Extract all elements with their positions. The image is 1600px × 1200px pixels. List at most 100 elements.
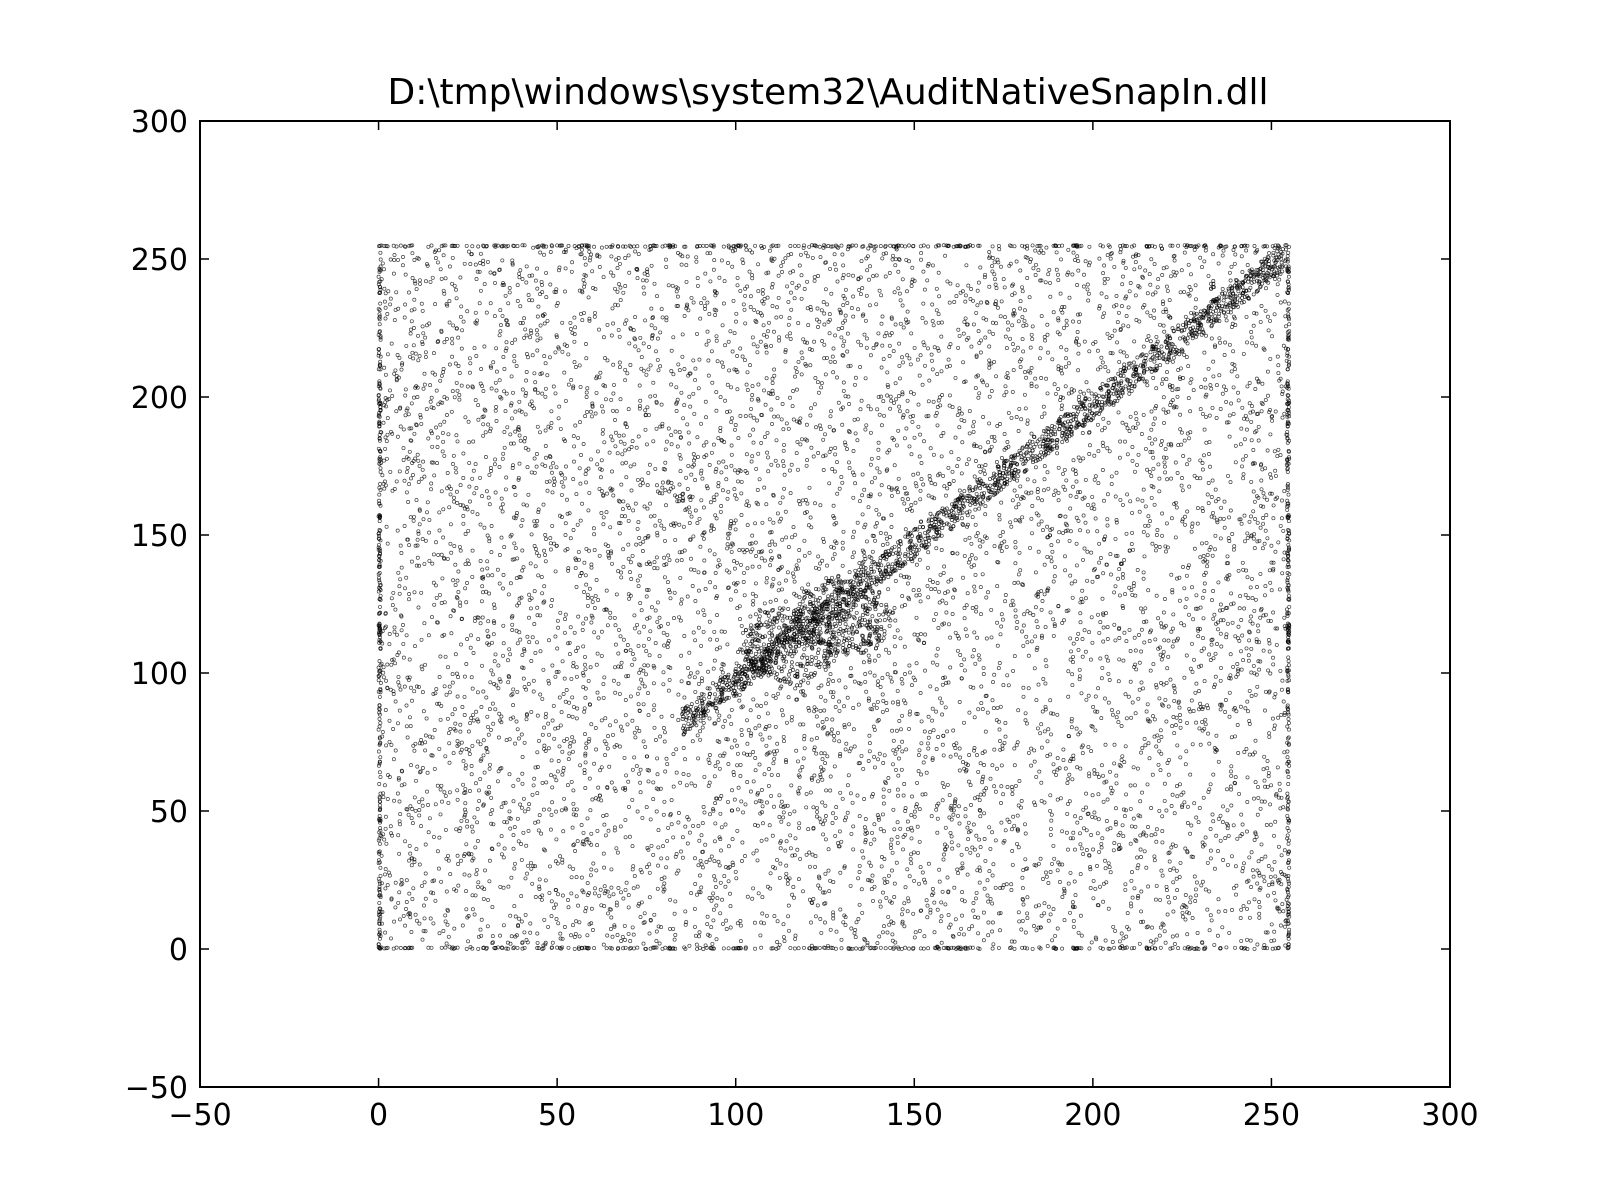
data-point <box>914 661 919 666</box>
data-point <box>990 763 995 768</box>
data-point <box>1174 784 1179 789</box>
data-point <box>1232 362 1237 367</box>
data-point <box>1211 772 1216 777</box>
data-point <box>897 719 902 723</box>
data-point <box>1148 313 1153 318</box>
data-point <box>1060 395 1065 400</box>
data-point <box>1256 785 1260 790</box>
data-point <box>765 711 770 716</box>
data-point <box>926 399 931 404</box>
data-point <box>1080 431 1085 435</box>
data-point <box>570 735 575 740</box>
data-point <box>781 815 786 820</box>
data-point <box>769 407 774 412</box>
data-point <box>982 471 987 476</box>
data-point <box>1202 427 1207 432</box>
data-point <box>616 651 621 656</box>
data-point <box>1021 623 1026 628</box>
data-point <box>987 284 992 289</box>
data-point <box>521 502 526 507</box>
data-point <box>396 777 401 782</box>
data-point <box>1267 410 1272 414</box>
data-point <box>885 370 890 375</box>
data-point <box>883 274 888 279</box>
data-point <box>1069 725 1074 730</box>
data-point <box>493 707 498 712</box>
data-point <box>698 718 703 723</box>
data-point <box>510 628 515 632</box>
data-point <box>1013 614 1018 619</box>
data-point <box>404 878 409 883</box>
data-point <box>634 542 639 547</box>
data-point <box>512 866 517 871</box>
data-point <box>771 693 776 698</box>
data-point <box>1068 506 1073 511</box>
data-point <box>519 842 524 846</box>
data-point <box>396 680 401 685</box>
data-point <box>1009 882 1014 887</box>
data-point <box>427 517 432 522</box>
data-point <box>648 817 653 822</box>
data-point <box>695 435 700 440</box>
data-point <box>664 439 669 444</box>
data-point <box>1178 290 1183 295</box>
data-point <box>950 405 955 410</box>
data-point <box>1172 811 1177 816</box>
data-point <box>833 452 838 457</box>
data-point <box>585 386 590 391</box>
data-point <box>442 453 447 458</box>
data-point <box>478 288 483 293</box>
data-point <box>918 432 923 437</box>
data-point <box>645 273 650 278</box>
data-point <box>898 826 903 831</box>
data-point <box>1146 884 1151 889</box>
data-point <box>1159 735 1164 739</box>
data-point <box>1244 314 1249 319</box>
data-point <box>689 567 693 572</box>
data-point <box>1130 510 1135 515</box>
data-point <box>853 935 858 940</box>
data-point <box>498 679 503 684</box>
data-point <box>584 546 589 551</box>
data-point <box>1149 441 1154 446</box>
data-point <box>1276 371 1281 376</box>
data-point <box>506 592 511 597</box>
data-point <box>554 670 559 674</box>
data-point <box>1224 420 1229 425</box>
data-point <box>745 470 750 475</box>
data-point <box>599 718 604 723</box>
data-point <box>764 580 769 585</box>
data-point <box>1098 884 1102 889</box>
data-point <box>489 550 494 555</box>
data-point <box>1142 554 1147 559</box>
data-point <box>978 445 983 450</box>
data-point <box>578 384 583 389</box>
data-point <box>1067 799 1072 804</box>
data-point <box>642 684 647 689</box>
data-point <box>796 789 801 794</box>
data-point <box>1056 318 1061 323</box>
data-point <box>900 749 905 754</box>
data-point <box>1141 610 1146 615</box>
data-point <box>631 932 636 937</box>
data-point <box>984 636 989 641</box>
data-point <box>417 813 422 818</box>
data-point <box>1238 704 1243 709</box>
data-point <box>708 251 713 256</box>
data-point <box>506 301 511 306</box>
data-point <box>504 346 509 351</box>
data-point <box>1237 791 1242 796</box>
data-point <box>475 820 480 825</box>
data-point <box>1042 411 1047 416</box>
data-point <box>995 257 1000 262</box>
data-point <box>707 753 712 757</box>
data-point <box>1075 283 1080 287</box>
data-point <box>548 282 553 287</box>
data-point <box>550 785 555 790</box>
data-point <box>1039 798 1044 803</box>
data-point <box>543 559 548 564</box>
data-point <box>1233 443 1238 448</box>
data-point <box>1024 721 1029 726</box>
data-point <box>750 250 755 255</box>
